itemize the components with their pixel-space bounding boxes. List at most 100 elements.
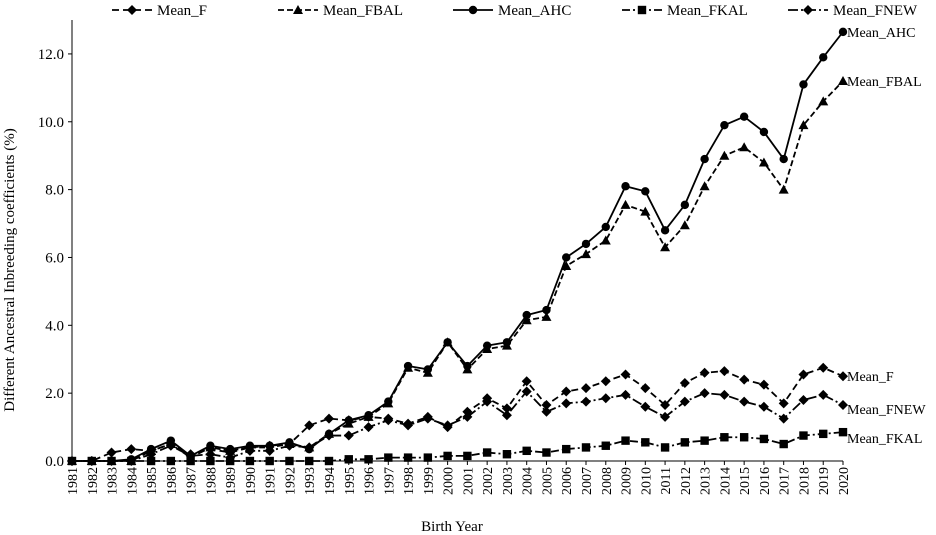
x-tick-label: 2020 [837,467,852,495]
x-tick-label: 2019 [817,467,832,495]
data-point-mean-fbal [660,242,671,252]
data-point-mean-fkal [146,456,156,466]
legend-label-mean-fnew: Mean_FNEW [833,3,918,19]
data-point-mean-ahc [542,305,551,315]
data-point-mean-fkal [700,436,709,445]
data-point-mean-fnew [264,445,275,456]
data-point-mean-fnew [442,420,453,431]
data-point-mean-fnew [818,389,829,400]
legend: Mean_F Mean_FBAL Mean_AHC Mean_FKAL Mean_FNE… [112,3,918,19]
data-point-mean-ahc [245,441,255,450]
legend-marker-mean-fbal [293,5,303,14]
data-point-mean-f [324,413,334,424]
data-point-mean-f [818,362,829,373]
data-point-mean-f [699,367,710,378]
end-label-mean-f: Mean_F [847,370,894,385]
x-tick-label: 2013 [699,467,714,495]
series-mean-fkal [67,427,848,466]
y-tick-label: 2.0 [45,386,64,402]
data-point-mean-fnew [106,456,117,466]
data-point-mean-fnew [383,415,394,426]
data-point-mean-fbal [581,249,591,259]
data-point-mean-f [106,447,117,458]
data-point-mean-fkal [324,456,334,466]
data-point-mean-ahc [443,338,452,347]
end-label-mean-fbal: Mean_FBAL [847,75,922,90]
data-point-mean-fkal [403,453,413,462]
x-tick-label: 2004 [521,467,536,495]
data-point-mean-fnew [798,394,809,405]
data-point-mean-fbal [679,220,690,230]
data-point-mean-fnew [521,386,532,397]
data-point-mean-fkal [206,456,215,466]
data-point-mean-fbal [778,184,789,194]
data-point-mean-fnew [620,389,631,400]
x-tick-label: 2003 [501,467,516,495]
data-point-mean-ahc [601,222,610,232]
data-point-mean-fbal [620,199,631,209]
x-tick-label: 2015 [738,467,753,495]
data-point-mean-fkal [720,433,729,442]
legend-item-mean-fnew: Mean_FNEW [788,3,918,19]
data-point-mean-ahc [779,154,788,164]
data-point-mean-fkal [423,453,433,462]
data-point-mean-fnew [501,410,512,421]
legend-item-mean-fbal: Mean_FBAL [278,3,403,19]
y-tick-label: 0.0 [45,454,64,470]
x-tick-label: 1987 [185,467,200,495]
data-point-mean-fbal [838,76,848,86]
x-tick-label: 2005 [540,467,555,495]
x-ticks: 1981 1982 1983 1984 1985 1986 1987 1988 1989 1990… [66,461,852,495]
data-point-mean-fkal [384,453,393,462]
x-tick-label: 1982 [86,467,101,495]
series-mean-fnew [67,386,848,466]
x-tick-label: 2008 [600,467,615,495]
data-point-mean-fnew [581,396,591,407]
x-tick-label: 1992 [283,467,298,495]
x-tick-label: 2014 [718,467,733,495]
data-point-mean-fkal [581,443,591,452]
data-point-mean-f [620,369,631,380]
data-point-mean-ahc [641,187,650,196]
data-point-mean-fnew [403,420,414,431]
data-point-mean-fnew [343,430,354,441]
data-point-mean-f [778,398,789,409]
data-point-mean-ahc [838,27,848,37]
data-point-mean-fbal [818,96,829,106]
data-point-mean-f [739,374,750,385]
x-tick-label: 1989 [224,467,239,495]
legend-label-mean-f: Mean_F [157,3,207,19]
data-point-mean-f [501,403,512,414]
y-tick-label: 6.0 [45,250,64,266]
x-tick-label: 1999 [422,467,437,495]
data-point-mean-fnew [86,456,97,466]
y-axis-title: Different Ancestral Inbreeding coefficie… [2,128,18,412]
data-point-mean-ahc [621,182,630,191]
data-point-mean-f [679,377,690,388]
x-tick-label: 2001 [461,467,476,495]
data-point-mean-f [660,400,671,411]
y-ticks: 0.0 2.0 4.0 6.0 8.0 10.0 12.0 [38,47,72,470]
data-point-mean-fkal [166,456,176,466]
x-tick-label: 2018 [797,467,812,495]
data-point-mean-ahc [206,441,215,450]
y-tick-label: 12.0 [38,47,64,63]
data-point-mean-fnew [67,456,77,466]
x-tick-label: 1994 [323,467,338,495]
legend-marker-mean-f [127,5,137,15]
series-mean-fbal [67,76,848,465]
data-point-mean-f [126,444,137,455]
data-point-mean-fbal [600,235,611,245]
data-point-mean-f [798,369,809,380]
data-point-mean-fkal [680,438,690,447]
data-point-mean-fkal [799,431,808,440]
y-tick-label: 4.0 [45,318,64,334]
data-point-mean-f [581,383,591,394]
data-point-mean-ahc [502,338,512,347]
data-point-mean-fnew [225,452,236,463]
data-point-mean-fnew [482,396,493,407]
data-point-mean-fnew [778,413,789,424]
data-point-mean-fkal [443,451,452,461]
data-point-mean-ahc [660,226,670,235]
